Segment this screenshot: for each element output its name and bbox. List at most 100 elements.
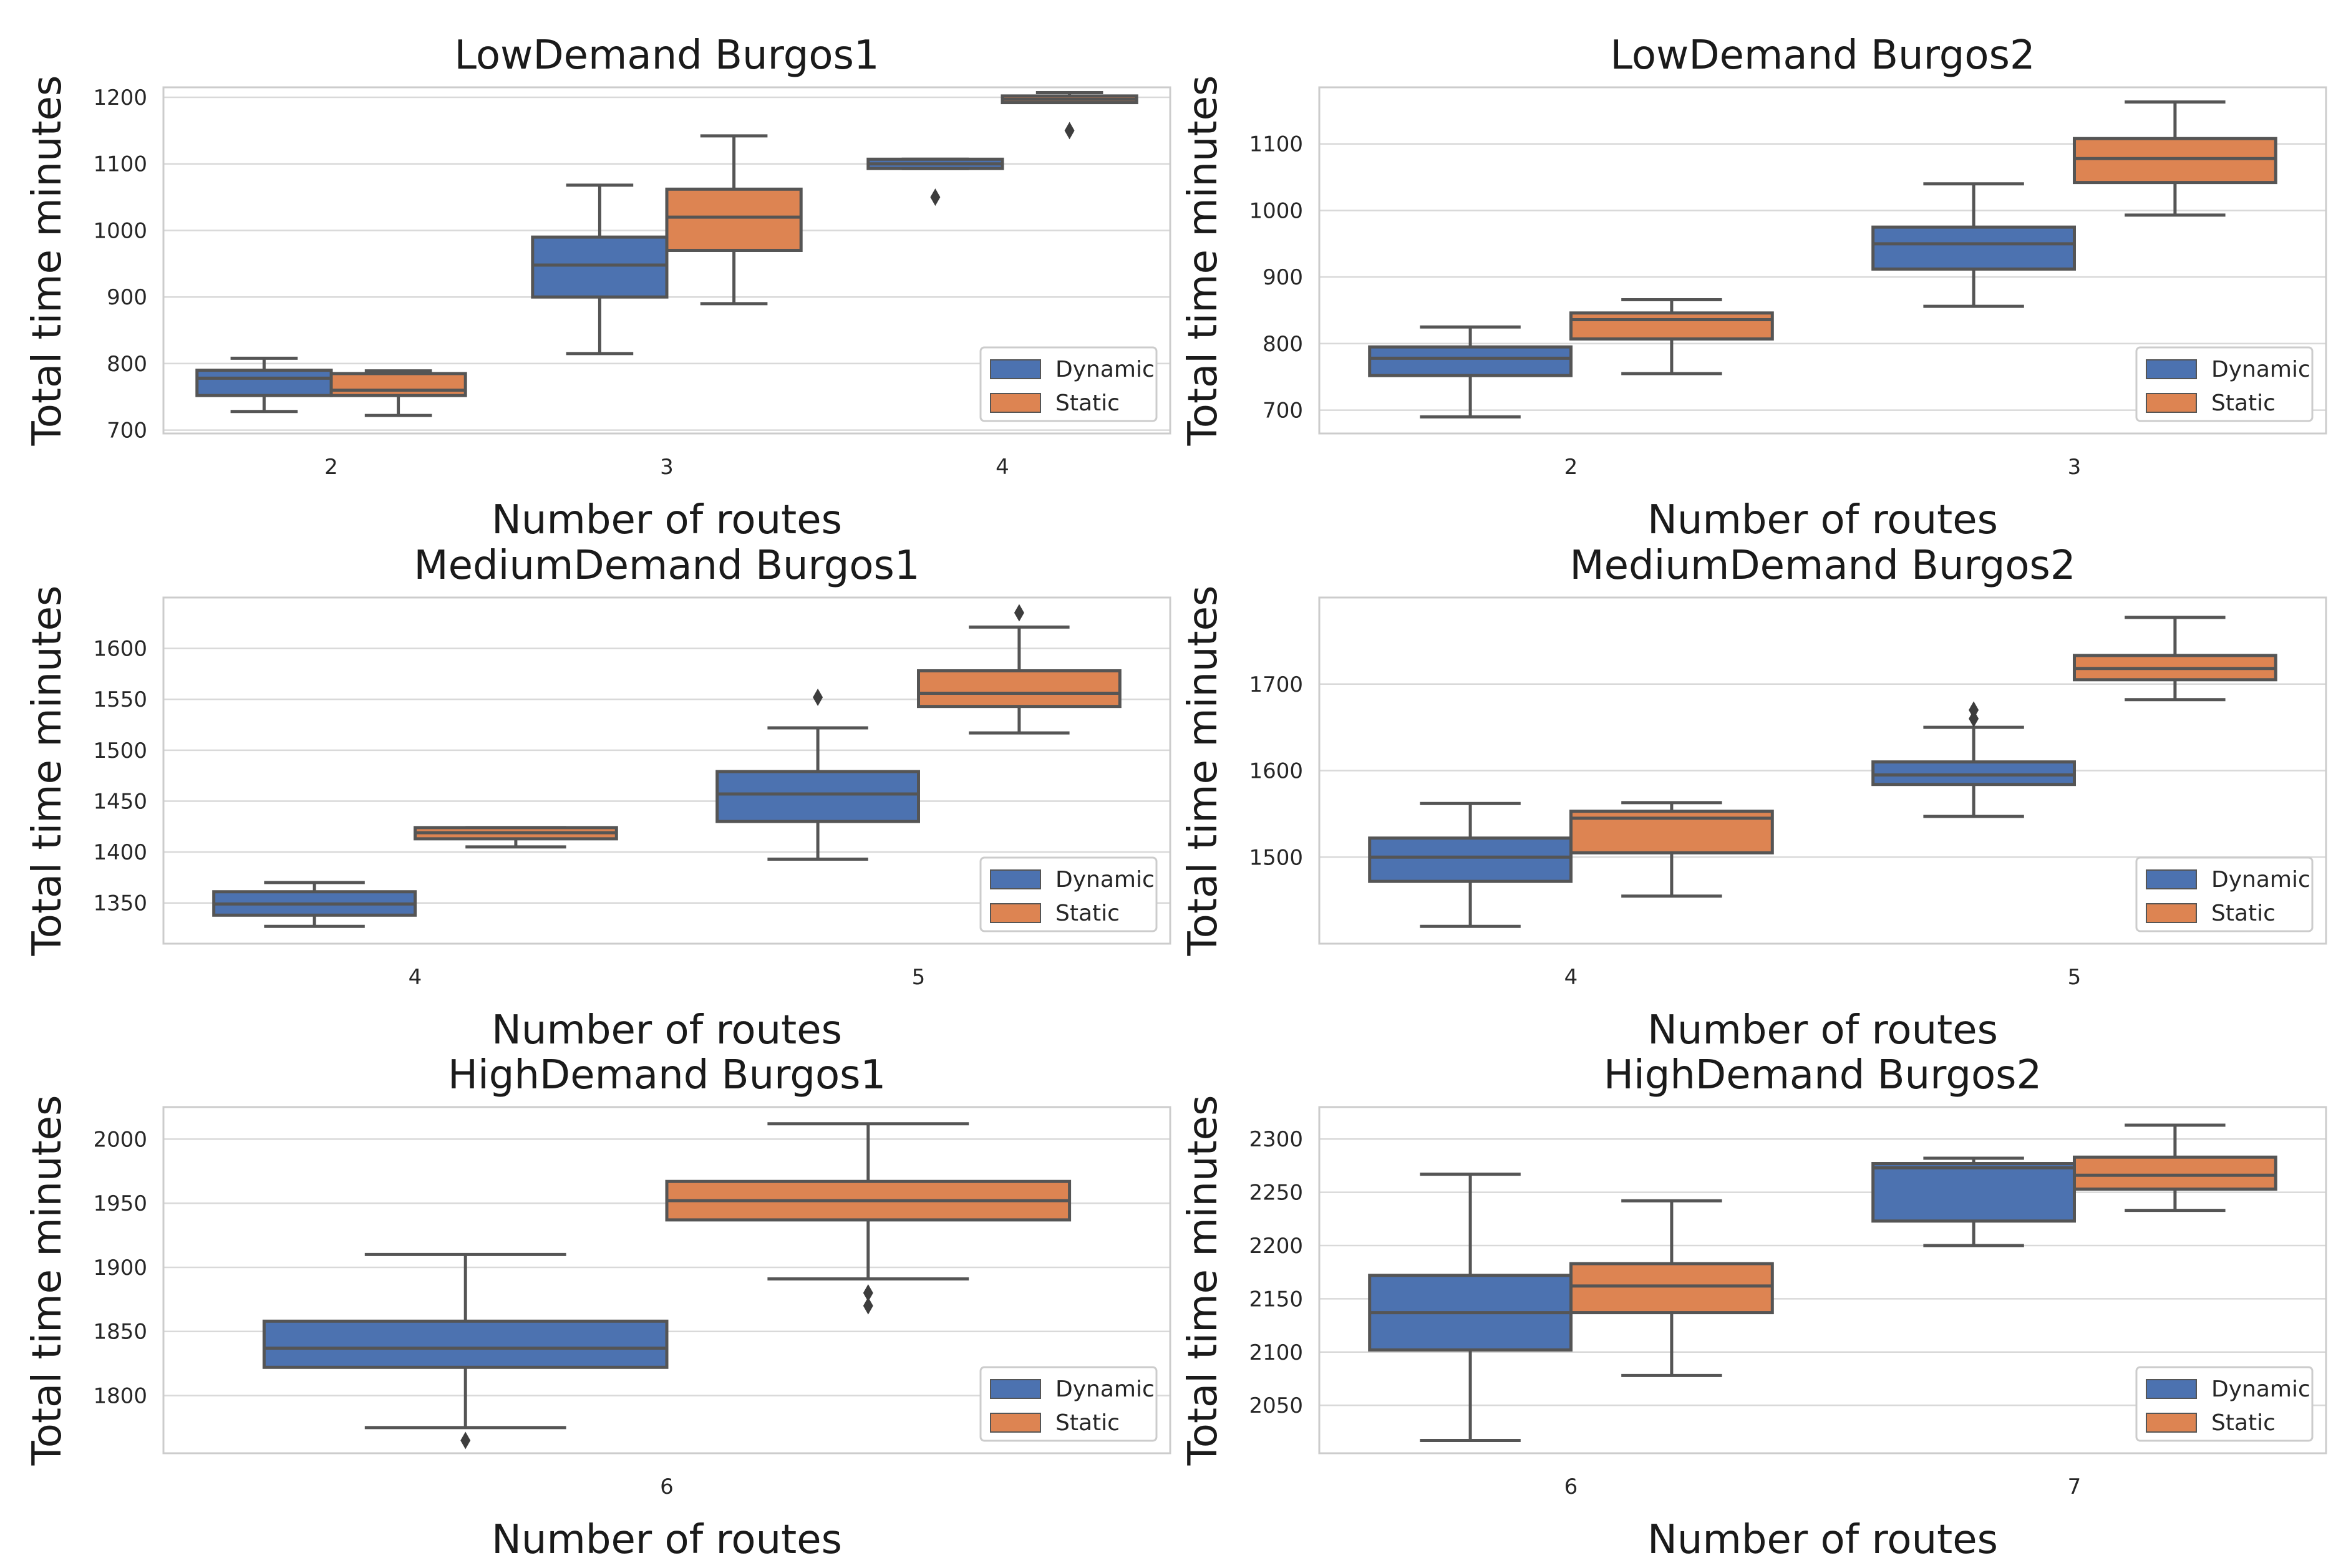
legend-swatch-static <box>2146 393 2197 413</box>
box-static-4 <box>414 826 618 849</box>
y-tick-label: 1400 <box>93 840 147 865</box>
y-tick-label: 2250 <box>1249 1181 1303 1206</box>
legend-label-static: Static <box>2211 901 2276 926</box>
box-dynamic-3 <box>1871 182 2076 308</box>
box-static-2 <box>329 369 467 417</box>
box-body <box>1368 836 1573 883</box>
x-axis-label: Number of routes <box>1647 1517 1998 1563</box>
legend-swatch-dynamic <box>2146 1379 2197 1399</box>
plot-frame <box>162 86 1171 435</box>
subplot-3: 1350 1400 1450 1500 1550 1600 4 5 MediumDemand B… <box>24 543 1171 1053</box>
y-axis-label: Total time minutes <box>1180 1095 1226 1466</box>
x-tick-label: 5 <box>2068 965 2082 990</box>
plot-frame <box>1318 1106 2327 1454</box>
legend-swatch-dynamic <box>990 869 1041 889</box>
plot-frame <box>1318 86 2327 435</box>
y-axis-label: Total time minutes <box>1180 75 1226 447</box>
y-axis-label: Total time minutes <box>1180 586 1226 957</box>
outlier-point <box>863 1284 873 1302</box>
legend-swatch-static <box>990 393 1041 413</box>
x-tick-label: 4 <box>1564 965 1578 990</box>
subplot-title: LowDemand Burgos1 <box>454 32 879 79</box>
outlier-point <box>1969 701 1979 719</box>
x-tick-label: 2 <box>1564 455 1578 480</box>
box-body <box>195 369 333 397</box>
legend-swatch-dynamic <box>990 359 1041 379</box>
y-axis-label: Total time minutes <box>24 586 70 957</box>
legend-swatch-static <box>990 1413 1041 1433</box>
box-body <box>1871 1162 2076 1223</box>
box-dynamic-7 <box>1871 1156 2076 1247</box>
subplot-4: 1500 1600 1700 4 5 MediumDemand Burgos2 Number… <box>1180 543 2327 1053</box>
subplot-title: HighDemand Burgos1 <box>448 1052 886 1098</box>
legend-swatch-static <box>990 903 1041 923</box>
plot-frame <box>1318 596 2327 945</box>
y-axis-label: Total time minutes <box>24 75 70 447</box>
box-body <box>2073 1155 2277 1191</box>
x-axis-label: Number of routes <box>1647 497 1998 543</box>
box-body <box>531 235 669 299</box>
legend-swatch-static <box>2146 903 2197 923</box>
outlier-point <box>1014 604 1024 622</box>
plot-frame <box>162 596 1171 945</box>
plot-frame <box>162 1106 1171 1454</box>
legend-label-dynamic: Dynamic <box>1055 1377 1155 1402</box>
y-tick-label: 1600 <box>93 637 147 662</box>
legend: Dynamic Static <box>979 1366 1158 1442</box>
box-dynamic-3 <box>531 183 669 356</box>
box-body <box>2073 137 2277 185</box>
subplot-title: LowDemand Burgos2 <box>1610 32 2035 79</box>
y-tick-label: 1000 <box>93 218 147 243</box>
x-axis-label: Number of routes <box>492 1007 842 1053</box>
subplot-title: MediumDemand Burgos2 <box>1569 543 2075 589</box>
subplot-title: HighDemand Burgos2 <box>1604 1052 2042 1098</box>
y-tick-label: 2100 <box>1249 1340 1303 1365</box>
y-tick-label: 1600 <box>1249 759 1303 784</box>
y-tick-label: 1850 <box>93 1320 147 1345</box>
y-tick-label: 800 <box>107 352 147 377</box>
box-static-6 <box>665 1122 1072 1315</box>
outlier-point <box>813 688 823 706</box>
x-tick-label: 4 <box>409 965 422 990</box>
y-tick-label: 1200 <box>93 85 147 110</box>
y-tick-label: 1900 <box>93 1256 147 1280</box>
box-static-4 <box>1001 91 1138 140</box>
legend-label-dynamic: Dynamic <box>2211 1377 2310 1402</box>
y-tick-label: 1550 <box>93 687 147 712</box>
x-axis-label: Number of routes <box>492 497 842 543</box>
legend: Dynamic Static <box>2135 346 2314 422</box>
box-static-5 <box>917 604 1122 735</box>
box-dynamic-5 <box>715 688 920 861</box>
x-tick-label: 5 <box>912 965 926 990</box>
box-dynamic-4 <box>866 157 1004 206</box>
x-tick-label: 6 <box>1564 1474 1578 1499</box>
subplot-6: 2050 2100 2150 2200 2250 2300 6 7 HighDemand Bur… <box>1180 1052 2327 1563</box>
y-axis-label: Total time minutes <box>24 1095 70 1466</box>
x-tick-label: 3 <box>2068 455 2082 480</box>
subplot-2: 700 800 900 1000 1100 2 3 LowDemand Burgos2 Numb… <box>1180 32 2327 543</box>
y-tick-label: 1350 <box>93 891 147 916</box>
y-tick-label: 1950 <box>93 1191 147 1216</box>
box-dynamic-4 <box>1368 801 1573 928</box>
box-static-7 <box>2073 1123 2277 1212</box>
legend-swatch-dynamic <box>990 1379 1041 1399</box>
y-tick-label: 1500 <box>93 738 147 763</box>
legend: Dynamic Static <box>2135 1366 2314 1442</box>
box-body <box>665 187 803 252</box>
x-axis-label: Number of routes <box>1647 1007 1998 1053</box>
box-dynamic-4 <box>212 881 417 928</box>
y-tick-label: 1800 <box>93 1384 147 1409</box>
outlier-point <box>863 1297 873 1315</box>
legend-label-static: Static <box>1055 901 1120 926</box>
y-tick-label: 2150 <box>1249 1287 1303 1312</box>
legend: Dynamic Static <box>979 856 1158 932</box>
legend-label-static: Static <box>1055 1410 1120 1436</box>
y-tick-label: 700 <box>107 419 147 443</box>
box-static-6 <box>1569 1199 1774 1377</box>
y-tick-label: 900 <box>107 285 147 310</box>
box-body <box>917 669 1122 709</box>
outlier-point <box>460 1431 471 1449</box>
x-tick-label: 6 <box>660 1474 674 1499</box>
box-body <box>1569 311 1774 341</box>
